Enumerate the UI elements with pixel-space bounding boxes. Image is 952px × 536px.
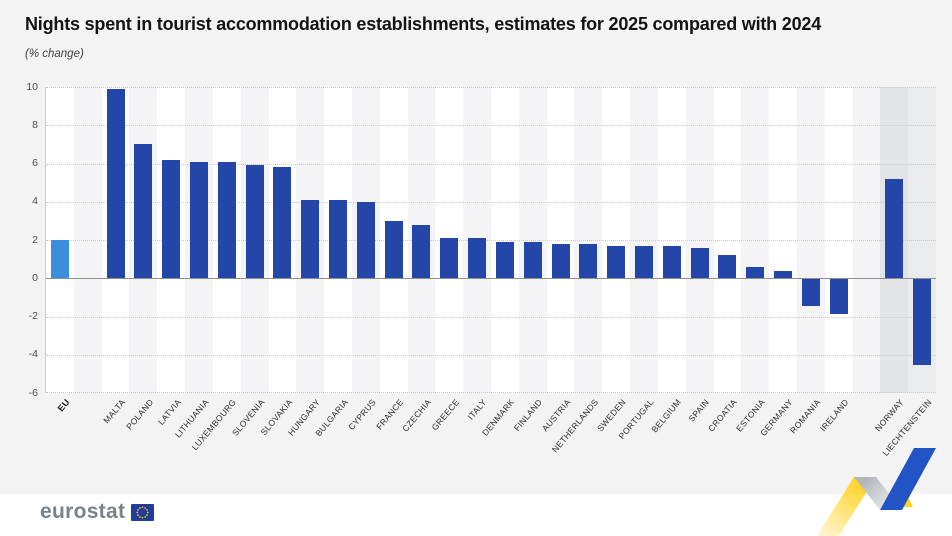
gridline [46, 316, 936, 318]
y-tick-label: 6 [32, 157, 38, 169]
y-tick-label: 4 [32, 195, 38, 208]
chart-subtitle: (% change) [25, 48, 84, 60]
footer-band [0, 494, 952, 536]
bar-sweden[interactable] [607, 245, 626, 279]
x-label-italy: ITALY [465, 397, 489, 422]
x-label-finland: FINLAND [511, 397, 545, 433]
bar-austria[interactable] [551, 243, 570, 279]
bar-ireland[interactable] [829, 279, 848, 314]
bar-finland[interactable] [523, 241, 542, 279]
y-tick-label: 0 [32, 271, 38, 284]
bar-france[interactable] [384, 220, 403, 279]
bar-netherlands[interactable] [579, 243, 598, 279]
x-label-poland: POLAND [123, 397, 156, 432]
ribbon-blue-band [880, 448, 936, 510]
ribbon-yellow-band [816, 477, 876, 536]
bar-luxembourg[interactable] [217, 161, 236, 279]
bar-norway[interactable] [885, 178, 904, 279]
bar-belgium[interactable] [662, 245, 681, 279]
bar-spain[interactable] [690, 247, 709, 279]
bar-lithuania[interactable] [189, 161, 208, 279]
bar-germany[interactable] [774, 270, 793, 279]
bar-denmark[interactable] [495, 241, 514, 279]
y-tick-label: 8 [32, 118, 38, 131]
ribbon-decoration [816, 448, 936, 536]
x-label-latvia: LATVIA [155, 397, 183, 427]
gridline [46, 87, 936, 88]
x-axis: EU MALTA POLAND LATVIA LITHUANIA LUXEMBOURG SL… [46, 393, 936, 493]
bar-cyprus[interactable] [356, 201, 375, 279]
bar-portugal[interactable] [634, 245, 653, 279]
eurostat-logo: eurostat [40, 500, 155, 524]
gridline [46, 125, 936, 127]
y-tick-label: 2 [32, 233, 38, 246]
bar-italy[interactable] [468, 238, 487, 279]
gridline [46, 240, 936, 241]
x-label-spain: SPAIN [686, 397, 712, 424]
y-tick-label: 10 [26, 80, 38, 93]
bar-czechia[interactable] [412, 224, 431, 279]
y-axis-line [45, 87, 46, 393]
gridline [46, 392, 936, 393]
gridline [46, 354, 936, 356]
bar-greece[interactable] [440, 238, 459, 279]
bar-croatia[interactable] [718, 255, 737, 279]
bar-estonia[interactable] [746, 266, 765, 279]
bar-eu[interactable] [50, 240, 69, 279]
plot-area [46, 87, 936, 393]
x-label-eu: EU [55, 397, 72, 414]
y-tick-label: -6 [28, 386, 38, 399]
zero-line [46, 278, 936, 280]
y-tick-label: -2 [28, 310, 38, 322]
gridline [46, 201, 936, 203]
x-label-cyprus: CYPRUS [345, 397, 378, 432]
gridline [46, 163, 936, 165]
bar-slovakia[interactable] [273, 167, 292, 279]
y-axis: 10 8 6 4 2 0 -2 -4 -6 [0, 81, 38, 399]
eurostat-logo-text: eurostat [40, 500, 126, 523]
bar-slovenia[interactable] [245, 165, 264, 279]
x-label-greece: GREECE [429, 397, 461, 433]
bar-bulgaria[interactable] [329, 199, 348, 279]
bar-liechtenstein[interactable] [913, 279, 932, 366]
bar-latvia[interactable] [162, 159, 181, 279]
x-label-malta: MALTA [101, 397, 128, 426]
chart-title: Nights spent in tourist accommodation es… [25, 14, 822, 34]
y-tick-label: -4 [28, 348, 38, 361]
bar-romania[interactable] [801, 279, 820, 307]
bar-poland[interactable] [134, 144, 153, 279]
bar-malta[interactable] [106, 88, 125, 279]
eu-flag-icon [131, 503, 155, 521]
bar-hungary[interactable] [301, 199, 320, 279]
